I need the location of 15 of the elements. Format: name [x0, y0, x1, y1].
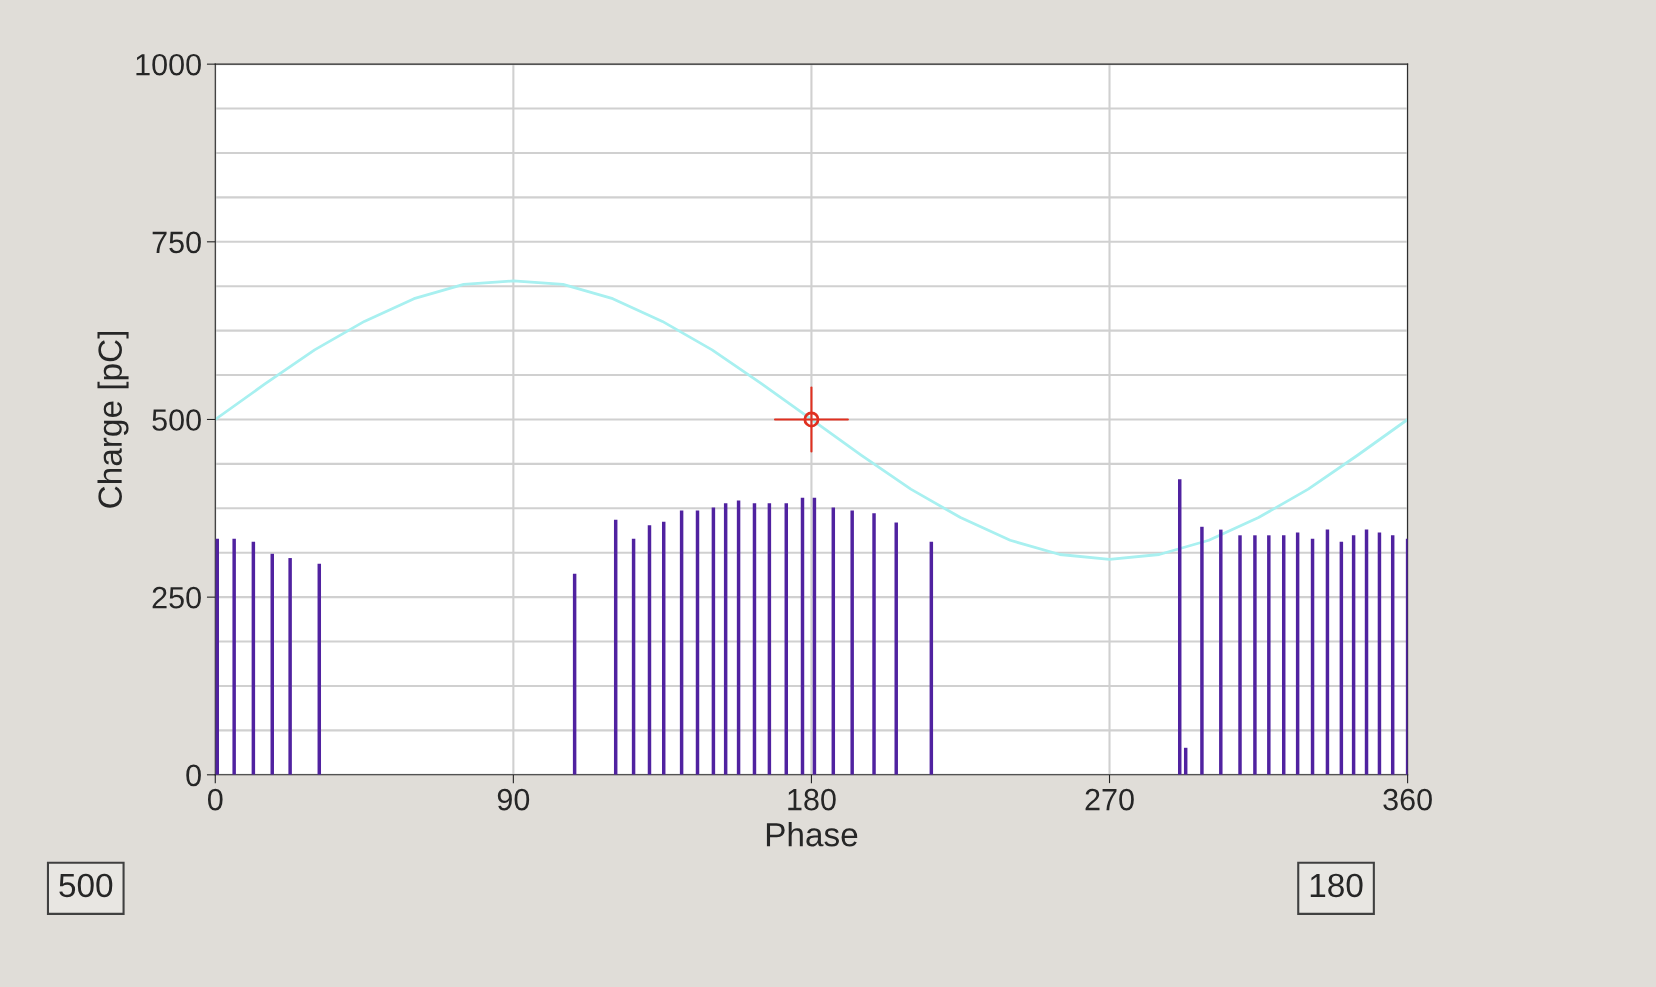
y-tick-label: 0: [186, 764, 201, 787]
y-tick-label: 250: [152, 586, 201, 609]
text: 180: [1310, 873, 1363, 898]
x-tick-label: 0: [207, 788, 223, 811]
line-series: [215, 279, 1408, 561]
y-tick-label: 750: [152, 231, 201, 254]
x-axis-title: Phase: [766, 822, 858, 847]
x-tick-label: 90: [497, 788, 530, 811]
x-tick-label: 270: [1085, 788, 1134, 811]
y-tick-label: 500: [152, 409, 201, 431]
text: 500: [59, 873, 113, 898]
y-tick-label: 1000: [136, 53, 201, 76]
x-tick-label: 180: [788, 788, 836, 811]
y-axis-title: Charge [pC]: [97, 331, 129, 508]
x-tick-label: 360: [1383, 788, 1432, 811]
